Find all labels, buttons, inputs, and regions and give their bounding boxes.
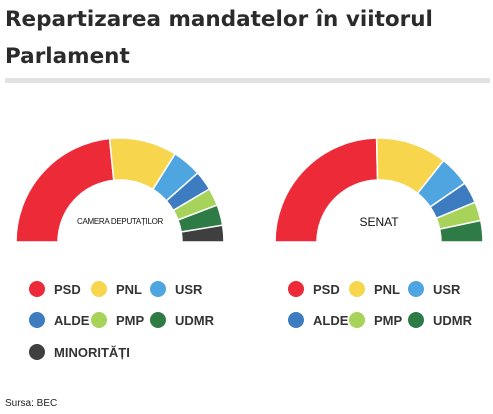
source-note: Sursa: BEC	[5, 398, 58, 409]
legend-swatch	[349, 312, 365, 328]
legend-label: PMP	[116, 313, 145, 328]
legend-swatch	[408, 281, 424, 297]
legend-label: UDMR	[433, 313, 473, 328]
legend-swatch	[408, 312, 424, 328]
legend-item-pmp: PMP	[349, 312, 403, 328]
legend-swatch	[29, 344, 45, 360]
center-label: SENAT	[359, 215, 399, 229]
legend-label: PSD	[54, 282, 81, 297]
legend-swatch	[91, 312, 107, 328]
legend-label: UDMR	[175, 313, 215, 328]
legend-item-alde: ALDE	[288, 312, 349, 328]
legend-swatch	[29, 281, 45, 297]
legend-item-usr: USR	[150, 281, 203, 297]
title-divider	[5, 78, 490, 83]
legend-item-usr: USR	[408, 281, 461, 297]
legend-label: USR	[175, 282, 203, 297]
legend-item-minoritati: MINORITĂȚI	[29, 344, 130, 360]
legend-item-udmr: UDMR	[408, 312, 473, 328]
slice-minoritati	[180, 224, 225, 243]
legend-label: USR	[433, 282, 461, 297]
slice-udmr	[438, 219, 484, 243]
legend-item-udmr: UDMR	[150, 312, 215, 328]
legend-label: PSD	[313, 282, 340, 297]
donut-senat: SENAT	[274, 137, 484, 243]
legend-label: MINORITĂȚI	[54, 345, 130, 360]
legend-label: PNL	[374, 282, 400, 297]
charts-area: CAMERA DEPUTAȚILOR SENAT PSD PNL USR ALDE PM…	[15, 137, 484, 360]
legend-swatch	[29, 312, 45, 328]
legend-item-alde: ALDE	[29, 312, 90, 328]
legend-swatch	[150, 281, 166, 297]
legend-swatch	[91, 281, 107, 297]
legend-swatch	[288, 312, 304, 328]
legend-label: PMP	[374, 313, 403, 328]
chart-title: Repartizarea mandatelor în viitorul Parl…	[5, 7, 433, 69]
legend-item-pnl: PNL	[349, 281, 400, 297]
legend-label: ALDE	[54, 313, 90, 328]
legend-label: ALDE	[313, 313, 349, 328]
legend-item-pmp: PMP	[91, 312, 145, 328]
legend-item-psd: PSD	[288, 281, 340, 297]
center-label: CAMERA DEPUTAȚILOR	[77, 217, 164, 226]
legend-swatch	[150, 312, 166, 328]
legend-senat: PSD PNL USR ALDE PMP UDMR	[288, 281, 473, 328]
legend-swatch	[288, 281, 304, 297]
legend-item-psd: PSD	[29, 281, 81, 297]
legend-camera-deputatilor: PSD PNL USR ALDE PMP UDMR MINORITĂȚI	[29, 281, 215, 360]
slice-psd	[15, 137, 115, 243]
donut-camera-deputatilor: CAMERA DEPUTAȚILOR	[15, 137, 225, 243]
legend-label: PNL	[116, 282, 142, 297]
legend-item-pnl: PNL	[91, 281, 142, 297]
legend-swatch	[349, 281, 365, 297]
